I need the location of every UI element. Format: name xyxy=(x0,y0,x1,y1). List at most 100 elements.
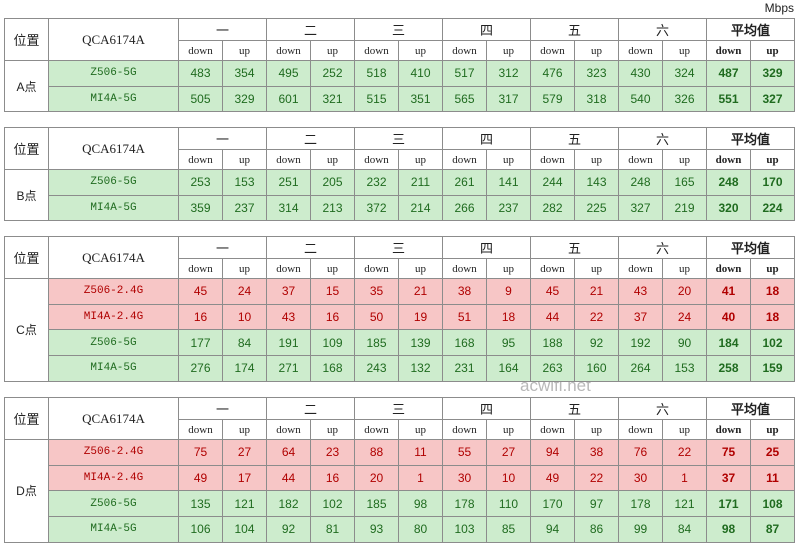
value-cell: 141 xyxy=(486,169,531,196)
device-name: Z506-5G xyxy=(48,490,179,518)
group-header: 一 xyxy=(178,18,267,41)
value-cell: 219 xyxy=(662,194,707,222)
value-cell: 86 xyxy=(574,516,619,543)
value-cell: 44 xyxy=(530,303,575,331)
value-cell: 97 xyxy=(574,490,619,518)
group-header: 一 xyxy=(178,397,267,420)
average-value: 40 xyxy=(706,303,751,331)
subheader: up xyxy=(750,258,795,279)
value-cell: 16 xyxy=(310,464,355,492)
value-cell: 95 xyxy=(486,329,531,357)
average-value: 248 xyxy=(706,169,751,196)
value-cell: 94 xyxy=(530,516,575,543)
subheader: up xyxy=(222,258,267,279)
value-cell: 20 xyxy=(354,464,399,492)
value-cell: 22 xyxy=(574,303,619,331)
subheader: down xyxy=(530,419,575,440)
value-cell: 22 xyxy=(574,464,619,492)
value-cell: 38 xyxy=(442,278,487,305)
subheader: up xyxy=(750,149,795,170)
value-cell: 188 xyxy=(530,329,575,357)
subheader: down xyxy=(530,258,575,279)
subheader: down xyxy=(354,258,399,279)
group-header: 四 xyxy=(442,127,531,150)
value-cell: 410 xyxy=(398,60,443,87)
average-value: 18 xyxy=(750,303,795,331)
subheader: down xyxy=(178,40,223,61)
location: A点 xyxy=(4,60,49,113)
subheader: down xyxy=(618,258,663,279)
value-cell: 225 xyxy=(574,194,619,222)
value-cell: 21 xyxy=(574,278,619,305)
value-cell: 49 xyxy=(178,464,223,492)
position-header: 位置 xyxy=(4,236,49,279)
value-cell: 276 xyxy=(178,355,223,382)
group-header: 平均值 xyxy=(706,127,795,150)
subheader: down xyxy=(530,40,575,61)
subheader: down xyxy=(618,40,663,61)
device-header: QCA6174A xyxy=(48,397,179,440)
average-value: 171 xyxy=(706,490,751,518)
value-cell: 22 xyxy=(662,439,707,466)
average-value: 98 xyxy=(706,516,751,543)
group-header: 三 xyxy=(354,18,443,41)
average-value: 25 xyxy=(750,439,795,466)
value-cell: 359 xyxy=(178,194,223,222)
device-name: Z506-2.4G xyxy=(48,278,179,305)
value-cell: 565 xyxy=(442,85,487,113)
value-cell: 231 xyxy=(442,355,487,382)
average-value: 159 xyxy=(750,355,795,382)
subheader: down xyxy=(442,40,487,61)
group-header: 五 xyxy=(530,397,619,420)
group-header: 三 xyxy=(354,236,443,259)
value-cell: 185 xyxy=(354,329,399,357)
subheader: down xyxy=(706,40,751,61)
value-cell: 178 xyxy=(618,490,663,518)
value-cell: 160 xyxy=(574,355,619,382)
group-header: 平均值 xyxy=(706,18,795,41)
average-value: 329 xyxy=(750,60,795,87)
value-cell: 18 xyxy=(486,303,531,331)
group-header: 六 xyxy=(618,236,707,259)
value-cell: 263 xyxy=(530,355,575,382)
value-cell: 214 xyxy=(398,194,443,222)
subheader: down xyxy=(706,419,751,440)
value-cell: 318 xyxy=(574,85,619,113)
value-cell: 21 xyxy=(398,278,443,305)
value-cell: 211 xyxy=(398,169,443,196)
group-header: 一 xyxy=(178,127,267,150)
subheader: down xyxy=(354,419,399,440)
value-cell: 213 xyxy=(310,194,355,222)
device-name: MI4A-5G xyxy=(48,516,179,543)
value-cell: 164 xyxy=(486,355,531,382)
value-cell: 153 xyxy=(222,169,267,196)
value-cell: 55 xyxy=(442,439,487,466)
subheader: up xyxy=(574,149,619,170)
group-header: 六 xyxy=(618,397,707,420)
location: B点 xyxy=(4,169,49,222)
value-cell: 44 xyxy=(266,464,311,492)
value-cell: 317 xyxy=(486,85,531,113)
value-cell: 17 xyxy=(222,464,267,492)
value-cell: 476 xyxy=(530,60,575,87)
group-header: 三 xyxy=(354,397,443,420)
value-cell: 49 xyxy=(530,464,575,492)
value-cell: 37 xyxy=(618,303,663,331)
value-cell: 324 xyxy=(662,60,707,87)
value-cell: 266 xyxy=(442,194,487,222)
device-header: QCA6174A xyxy=(48,18,179,61)
device-name: Z506-5G xyxy=(48,60,179,87)
value-cell: 168 xyxy=(442,329,487,357)
value-cell: 579 xyxy=(530,85,575,113)
group-header: 六 xyxy=(618,127,707,150)
subheader: up xyxy=(310,149,355,170)
subheader: down xyxy=(442,419,487,440)
value-cell: 35 xyxy=(354,278,399,305)
value-cell: 252 xyxy=(310,60,355,87)
average-value: 18 xyxy=(750,278,795,305)
value-cell: 104 xyxy=(222,516,267,543)
value-cell: 10 xyxy=(222,303,267,331)
subheader: up xyxy=(398,149,443,170)
subheader: up xyxy=(486,149,531,170)
value-cell: 165 xyxy=(662,169,707,196)
